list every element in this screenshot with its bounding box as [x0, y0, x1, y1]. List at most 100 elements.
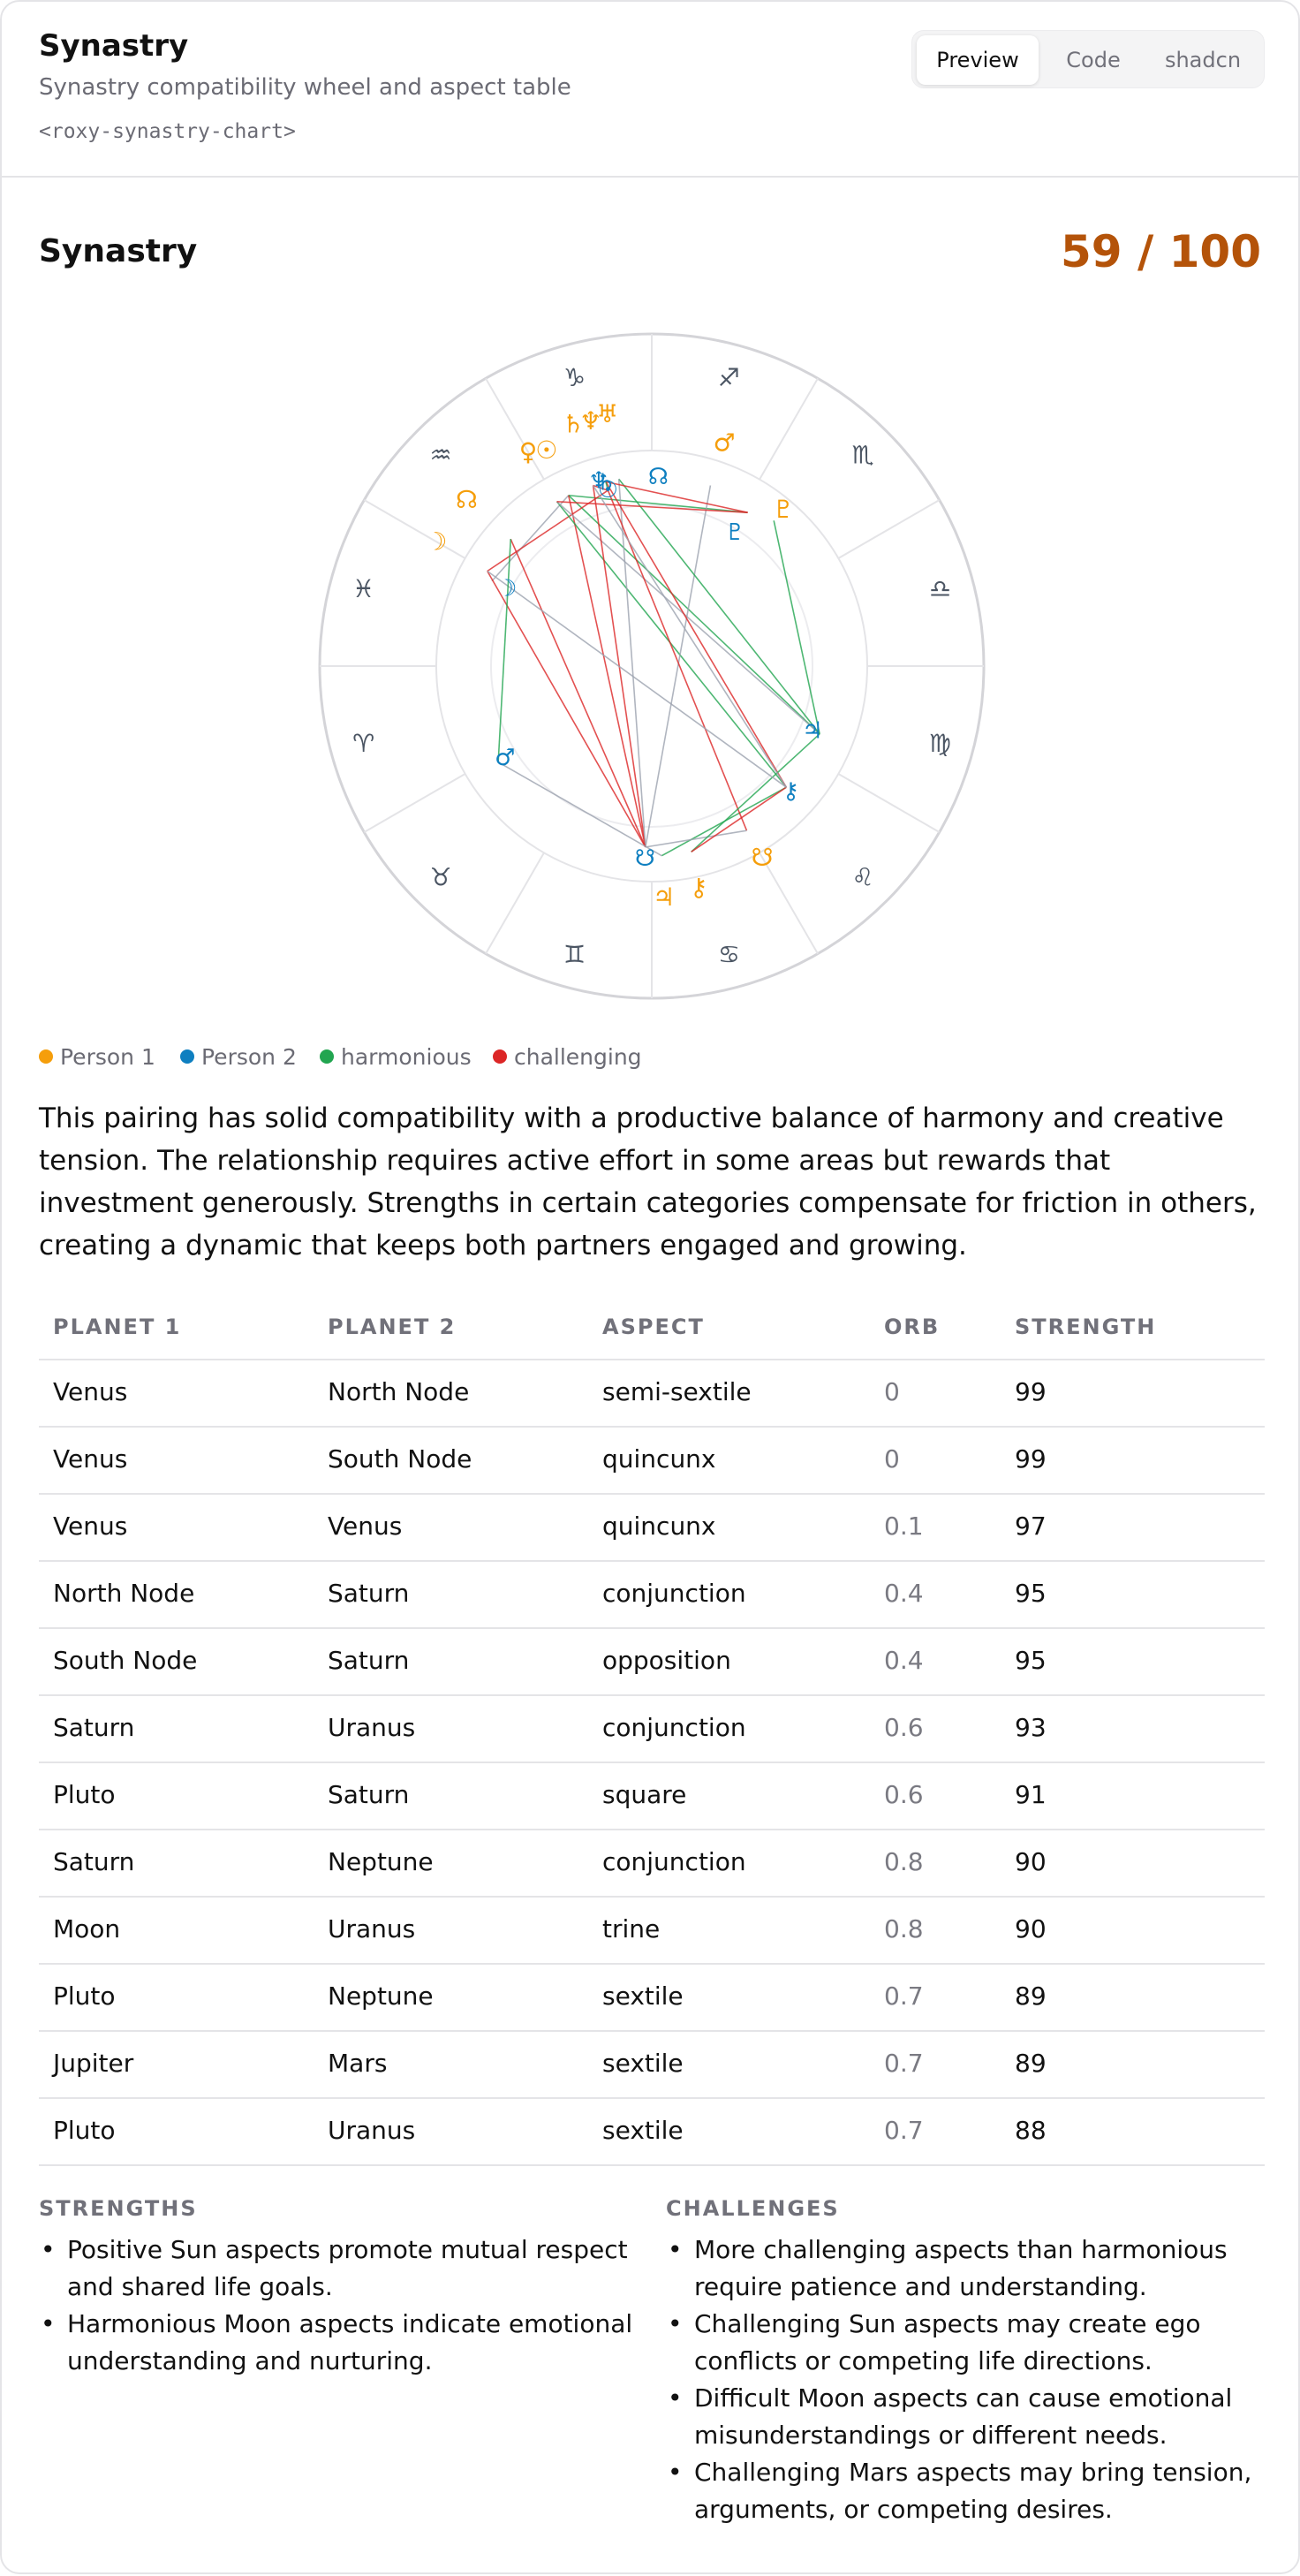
sign-divider: [759, 852, 819, 955]
aspect-cell: square: [602, 1780, 687, 1809]
jupiter-icon: ♃: [802, 717, 822, 744]
view-tabs: Preview Code shadcn: [911, 30, 1265, 88]
aspect-cell: quincunx: [602, 1444, 716, 1474]
table-row: Venus South Node quincunx 0 99: [39, 1428, 1265, 1495]
legend-dot-person2: [180, 1049, 194, 1064]
planet1-cell: North Node: [53, 1579, 195, 1608]
planet2-cell: Neptune: [328, 1847, 434, 1876]
legend-dot-person1: [39, 1049, 53, 1064]
pisces-icon: ♓: [352, 574, 374, 603]
challenge-item: More challenging aspects than harmonious…: [666, 2231, 1275, 2306]
aspect-line: [568, 495, 820, 735]
sun-icon: ☉: [535, 436, 557, 465]
legend-dot-harmonious: [320, 1049, 334, 1064]
planet1-cell: Saturn: [53, 1713, 135, 1742]
table-row: Venus North Node semi-sextile 0 99: [39, 1360, 1265, 1428]
challenge-item: Difficult Moon aspects can cause emotion…: [666, 2380, 1275, 2454]
aspect-line: [773, 520, 820, 734]
chiron-icon: ⚷: [690, 873, 708, 902]
challenges-list: More challenging aspects than harmonious…: [666, 2231, 1275, 2528]
strength-item: Harmonious Moon aspects indicate emotion…: [39, 2306, 648, 2380]
section-title: Synastry: [39, 233, 198, 269]
planet2-cell: Saturn: [328, 1579, 410, 1608]
mars-icon: ♂: [714, 428, 736, 458]
sun-icon: ☉: [598, 477, 618, 504]
neptune-icon: ♆: [579, 406, 601, 436]
aspect-cell: conjunction: [602, 1579, 746, 1608]
table-header: PLANET 1 PLANET 2 ASPECT ORB STRENGTH: [39, 1297, 1265, 1360]
strength-cell: 99: [1015, 1444, 1047, 1474]
aspect-cell: semi-sextile: [602, 1377, 752, 1406]
aspect-line: [497, 539, 512, 762]
strengths-title: STRENGTHS: [39, 2196, 198, 2221]
venus-icon: ♀: [519, 437, 538, 466]
table-row: Pluto Saturn square 0.6 91: [39, 1763, 1265, 1830]
planet1-cell: Saturn: [53, 1847, 135, 1876]
aspect-cell: sextile: [602, 2116, 684, 2145]
orb-cell: 0: [884, 1444, 900, 1474]
table-row: Saturn Neptune conjunction 0.8 90: [39, 1830, 1265, 1898]
legend-dot-challenging: [493, 1049, 507, 1064]
aspect-line: [645, 830, 747, 848]
zodiac-signs: ♈ ♉ ♊ ♋ ♌ ♍ ♎ ♏ ♐ ♑ ♒ ♓: [352, 363, 951, 969]
sign-divider: [485, 377, 545, 481]
orb-cell: 0: [884, 1377, 900, 1406]
aspect-line: [605, 481, 748, 513]
pluto-icon: ♇: [773, 495, 795, 524]
capricorn-icon: ♑: [563, 363, 586, 392]
strength-cell: 89: [1015, 1981, 1047, 2011]
tab-shadcn[interactable]: shadcn: [1164, 48, 1242, 72]
tab-code[interactable]: Code: [1066, 48, 1121, 72]
planet2-cell: South Node: [328, 1444, 472, 1474]
col-planet1: PLANET 1: [53, 1315, 182, 1339]
compatibility-summary: This pairing has solid compatibility wit…: [39, 1102, 1257, 1261]
planet1-cell: Venus: [53, 1444, 128, 1474]
moon-icon: ☽: [496, 576, 517, 602]
aspect-line: [487, 571, 646, 848]
sign-divider: [759, 377, 819, 481]
mars-icon: ♂: [495, 745, 515, 771]
legend-label: Person 2: [201, 1044, 297, 1070]
aspect-line: [567, 495, 646, 848]
gemini-icon: ♊: [563, 940, 586, 969]
orb-cell: 0.8: [884, 1847, 924, 1876]
strength-cell: 88: [1015, 2116, 1047, 2145]
planet1-cell: South Node: [53, 1646, 198, 1675]
aries-icon: ♈: [352, 729, 374, 758]
chiron-icon: ⚷: [782, 778, 799, 805]
aspect-line: [556, 501, 820, 735]
challenge-item: Challenging Sun aspects may create ego c…: [666, 2306, 1275, 2380]
jupiter-icon: ♃: [653, 883, 675, 912]
virgo-icon: ♍: [929, 729, 951, 758]
planet2-cell: Venus: [328, 1512, 403, 1541]
planet1-cell: Pluto: [53, 2116, 116, 2145]
synastry-wheel: ♈♉♊ ♋♌♍♎♏♐♑♒♓ ☉☽♀ ♂♃♄ ♅♆♇☊☋⚷ ☉☽♂♃♄♆♇☊☋⚷: [318, 332, 986, 1000]
planet2-cell: Saturn: [328, 1646, 410, 1675]
planet2-cell: North Node: [328, 1377, 470, 1406]
sagittarius-icon: ♐: [718, 363, 740, 392]
table-row: Pluto Uranus sextile 0.7 88: [39, 2099, 1265, 2166]
strength-item: Positive Sun aspects promote mutual resp…: [39, 2231, 648, 2306]
uranus-icon: ♅: [596, 399, 618, 428]
aspect-cell: conjunction: [602, 1847, 746, 1876]
south-node-icon: ☋: [752, 843, 774, 872]
planet1-cell: Venus: [53, 1512, 128, 1541]
orb-cell: 0.6: [884, 1713, 924, 1742]
aspect-line: [691, 786, 787, 852]
person1-planets: ☉☽♀ ♂♃♄ ♅♆♇☊☋⚷: [425, 399, 794, 912]
challenges-title: CHALLENGES: [666, 2196, 840, 2221]
cancer-icon: ♋: [718, 940, 740, 969]
strength-cell: 99: [1015, 1377, 1047, 1406]
strength-cell: 91: [1015, 1780, 1047, 1809]
aspect-line: [605, 481, 609, 491]
north-node-icon: ☊: [456, 485, 478, 514]
tab-preview[interactable]: Preview: [917, 35, 1039, 85]
legend-label: challenging: [514, 1044, 642, 1070]
aspect-line: [593, 484, 608, 491]
aquarius-icon: ♒: [429, 440, 451, 469]
compatibility-score: 59 / 100: [1060, 226, 1261, 277]
aspect-line: [497, 761, 662, 857]
component-subtitle: Synastry compatibility wheel and aspect …: [39, 74, 571, 101]
orb-cell: 0.1: [884, 1512, 924, 1541]
